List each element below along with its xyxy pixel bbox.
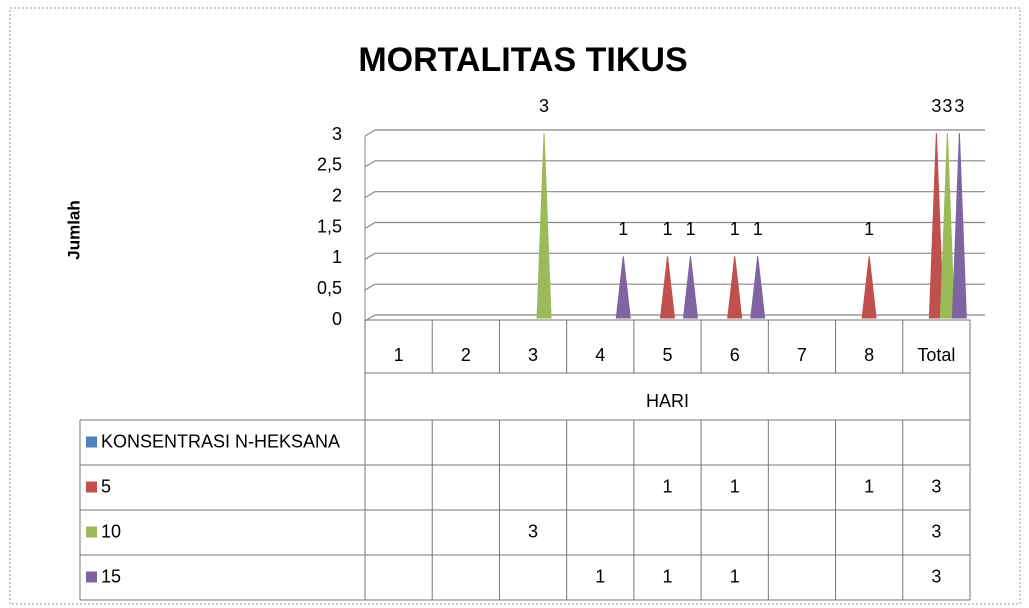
table-value: 1 xyxy=(730,566,740,586)
y-tick-label: 1 xyxy=(332,247,342,267)
chart-frame xyxy=(9,7,1021,605)
table-value: 3 xyxy=(931,521,941,541)
legend-swatch xyxy=(86,571,97,583)
legend-label: 5 xyxy=(101,476,111,496)
data-label: 1 xyxy=(753,219,763,239)
table-value: 1 xyxy=(662,566,672,586)
legend-label: 10 xyxy=(101,521,121,541)
cone xyxy=(682,256,699,319)
cone xyxy=(615,256,631,319)
data-label: 1 xyxy=(864,219,874,239)
x-tick-label: 1 xyxy=(394,345,404,365)
data-label: 3 xyxy=(539,96,549,116)
grid-line-depth xyxy=(364,221,376,230)
data-label: 1 xyxy=(730,219,740,239)
legend-swatch xyxy=(86,481,97,493)
cone xyxy=(928,132,944,319)
cone xyxy=(536,132,552,319)
y-tick-label: 1,5 xyxy=(317,216,342,236)
x-tick-label: 6 xyxy=(730,345,740,365)
table-value: 3 xyxy=(931,476,941,496)
data-label: 1 xyxy=(685,219,695,239)
x-tick-label: 2 xyxy=(461,345,471,365)
x-tick-label: 7 xyxy=(797,345,807,365)
x-tick-label: 3 xyxy=(528,345,538,365)
legend-label: KONSENTRASI N-HEKSANA xyxy=(101,431,340,451)
table-value: 1 xyxy=(662,476,672,496)
data-label: 3 xyxy=(931,96,941,116)
grid-line-depth xyxy=(364,191,376,199)
y-tick-label: 2,5 xyxy=(317,155,342,175)
x-tick-label: 4 xyxy=(595,345,605,365)
x-tick-label: Total xyxy=(917,345,955,365)
y-axis-label: Jumlah xyxy=(64,200,83,260)
y-tick-label: 0,5 xyxy=(317,278,342,298)
grid-line-depth xyxy=(364,252,376,260)
data-label: 1 xyxy=(662,219,672,239)
data-label: 1 xyxy=(618,219,628,239)
data-label: 3 xyxy=(954,96,964,116)
y-tick-label: 2 xyxy=(332,185,342,205)
table-value: 3 xyxy=(931,566,941,586)
data-label: 3 xyxy=(942,96,952,116)
grid-line-depth xyxy=(364,283,376,291)
chart-title: MORTALITAS TIKUS xyxy=(358,41,687,79)
cone xyxy=(939,132,955,319)
legend-swatch xyxy=(86,436,97,448)
grid-line-depth xyxy=(364,129,376,137)
cone xyxy=(659,256,676,319)
x-tick-label: 5 xyxy=(662,345,672,365)
y-tick-label: 0 xyxy=(332,309,342,329)
table-value: 3 xyxy=(528,521,538,541)
cone xyxy=(861,256,877,319)
cone xyxy=(727,256,743,319)
table-value: 1 xyxy=(864,476,874,496)
grid-line-depth xyxy=(364,160,376,168)
table-value: 1 xyxy=(730,476,740,496)
x-axis-label: HARI xyxy=(646,391,689,411)
legend-label: 15 xyxy=(101,566,121,586)
cone xyxy=(951,132,967,319)
legend-swatch xyxy=(86,526,97,538)
cone xyxy=(750,256,766,319)
y-tick-label: 3 xyxy=(332,124,342,144)
table-value: 1 xyxy=(595,566,605,586)
x-tick-label: 8 xyxy=(864,345,874,365)
